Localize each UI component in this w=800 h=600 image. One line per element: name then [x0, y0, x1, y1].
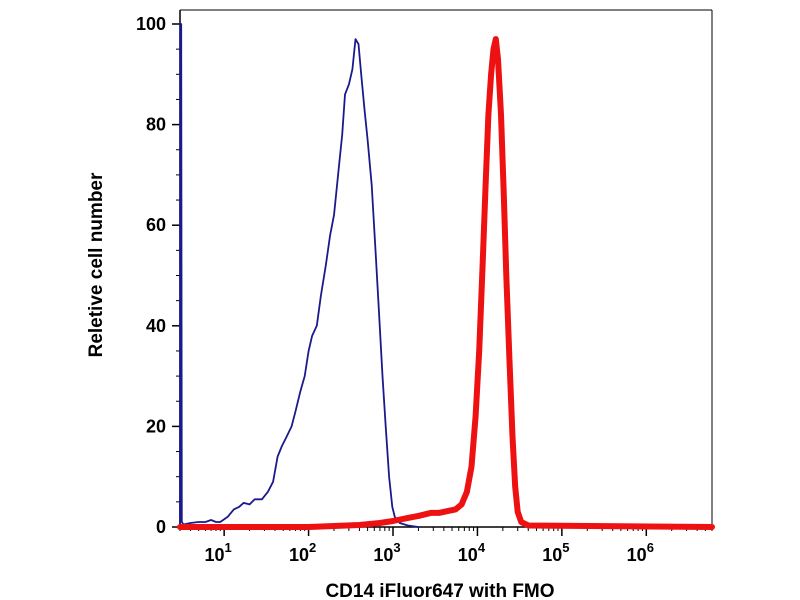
- y-tick-label: 20: [146, 416, 166, 436]
- x-tick-label: 106: [627, 540, 654, 565]
- y-tick-label: 0: [156, 517, 166, 537]
- y-tick-label: 100: [136, 14, 166, 34]
- x-tick-label: 104: [458, 540, 486, 565]
- x-tick-label: 103: [373, 540, 400, 565]
- histogram-series-2: [177, 36, 715, 530]
- y-tick-label: 60: [146, 215, 166, 235]
- x-tick-label: 105: [542, 540, 569, 565]
- x-tick-label: 102: [289, 540, 316, 565]
- y-axis-title: Reletive cell number: [86, 172, 107, 357]
- x-tick-label: 101: [205, 540, 232, 565]
- histogram-series-1: [179, 23, 420, 528]
- y-tick-label: 80: [146, 115, 166, 135]
- y-tick-label: 40: [146, 316, 166, 336]
- x-axis-title: CD14 iFluor647 with FMO: [325, 581, 554, 600]
